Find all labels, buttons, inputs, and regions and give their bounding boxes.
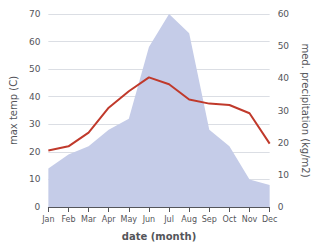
svg-text:Dec: Dec: [262, 215, 277, 224]
svg-text:Feb: Feb: [61, 215, 75, 224]
svg-text:Aug: Aug: [181, 215, 197, 224]
svg-text:Oct: Oct: [222, 215, 236, 224]
svg-text:50: 50: [278, 41, 290, 51]
svg-text:30: 30: [29, 119, 41, 129]
svg-text:med. precipitation (kg/m2): med. precipitation (kg/m2): [300, 43, 311, 177]
svg-text:Jan: Jan: [41, 215, 54, 224]
svg-text:Nov: Nov: [242, 215, 258, 224]
svg-text:40: 40: [29, 92, 41, 102]
svg-text:10: 10: [29, 174, 41, 184]
svg-text:Apr: Apr: [102, 215, 117, 224]
svg-text:60: 60: [278, 9, 290, 19]
svg-text:10: 10: [278, 170, 290, 180]
svg-text:60: 60: [29, 37, 41, 47]
svg-text:max temp (C): max temp (C): [8, 76, 19, 145]
svg-text:30: 30: [278, 106, 290, 116]
svg-text:40: 40: [278, 73, 290, 83]
svg-text:70: 70: [29, 9, 41, 19]
svg-text:0: 0: [278, 202, 284, 212]
svg-text:50: 50: [29, 64, 41, 74]
svg-text:Jun: Jun: [142, 215, 156, 224]
svg-text:20: 20: [29, 147, 41, 157]
svg-text:Jul: Jul: [163, 215, 174, 224]
svg-text:Mar: Mar: [81, 215, 97, 224]
svg-text:Sep: Sep: [202, 215, 217, 224]
svg-text:May: May: [121, 215, 138, 224]
svg-text:0: 0: [35, 202, 41, 212]
svg-text:20: 20: [278, 138, 290, 148]
svg-text:date (month): date (month): [122, 231, 196, 242]
